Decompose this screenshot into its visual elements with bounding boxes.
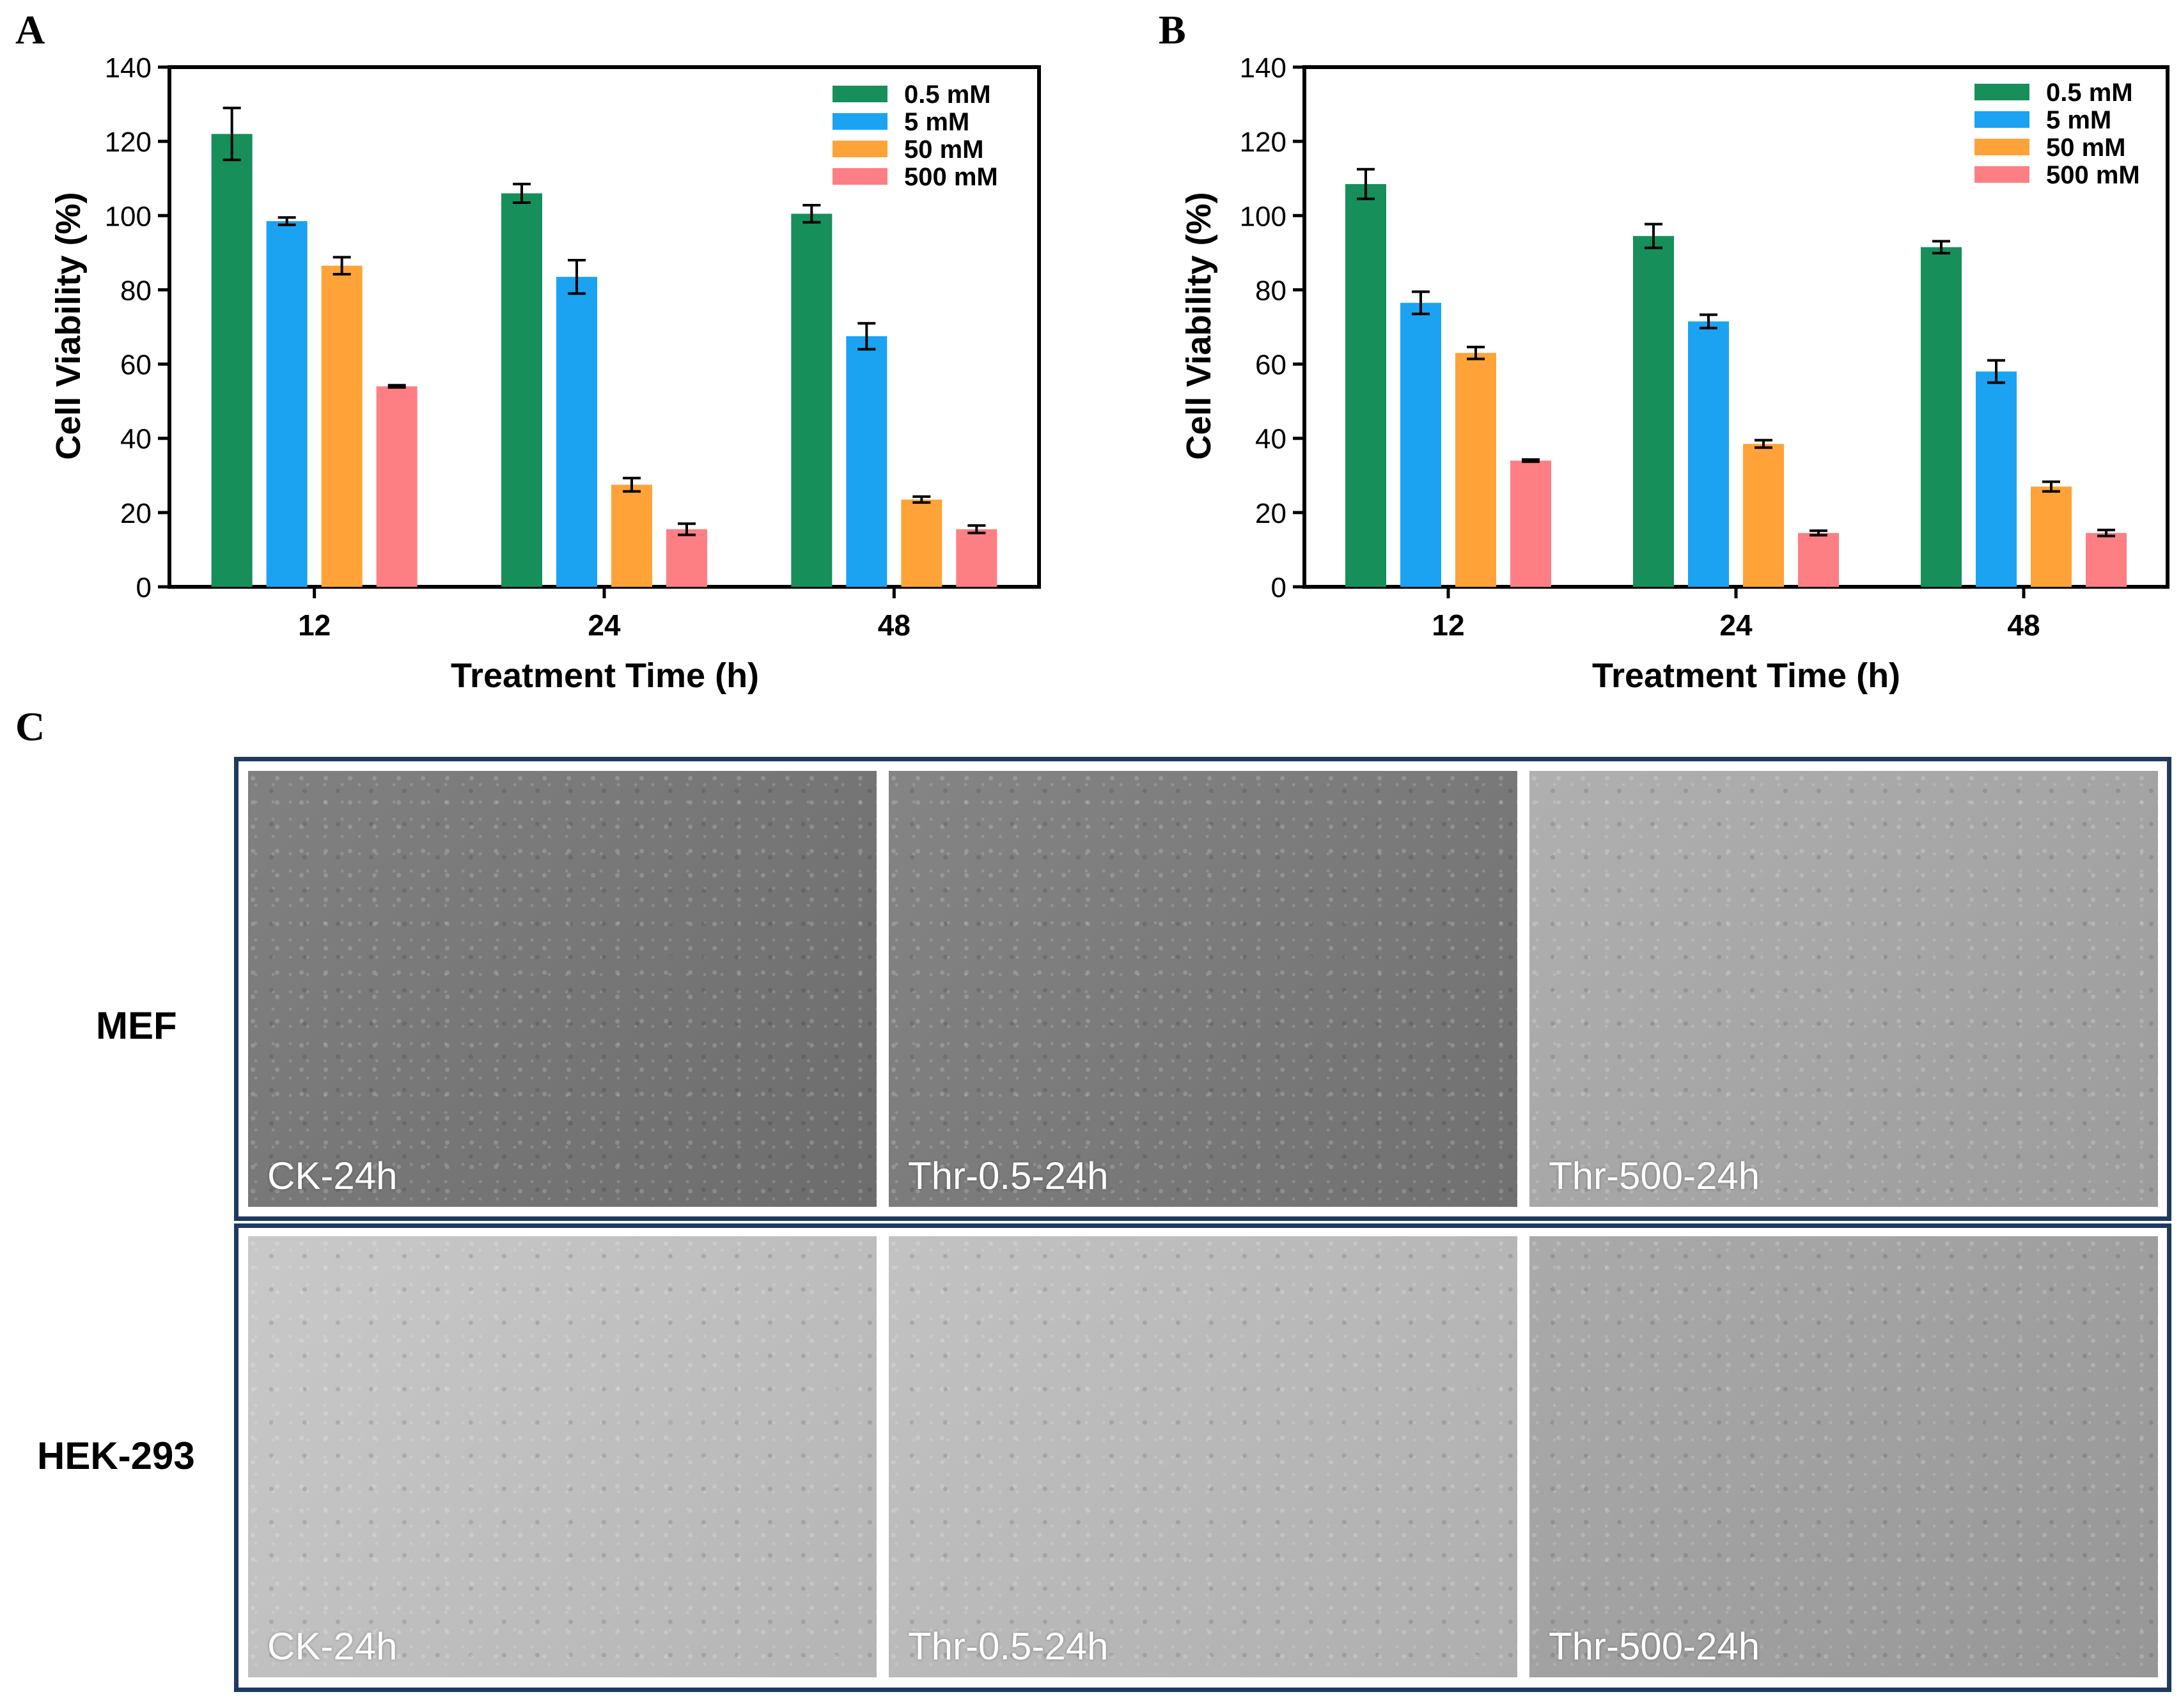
y-tick-label: 140 [1240,52,1286,84]
row-label-mef: MEF [96,1004,177,1047]
hek293-frame [234,1223,2171,1692]
legend-swatch [1974,139,2029,155]
bar [1743,444,1784,587]
bar [1455,353,1496,587]
micrograph-hek293-thr-500: Thr-500-24h [1529,1236,2158,1677]
legend-label: 5 mM [904,108,969,136]
legend-label: 0.5 mM [904,81,991,109]
panel-letter-b: B [1159,7,1186,52]
bar [1400,302,1441,587]
y-tick-label: 80 [1255,275,1286,306]
legend-label: 50 mM [2046,134,2126,162]
bar [611,485,652,587]
y-tick-label: 20 [120,498,152,529]
y-tick-label: 0 [136,572,152,603]
bar [321,265,363,587]
x-tick-label: 48 [878,609,911,642]
y-tick-label: 0 [1271,572,1286,603]
y-tick-label: 80 [120,275,152,306]
legend-swatch [833,86,887,102]
bar [1633,236,1674,587]
micrograph-texture [248,1236,877,1677]
legend-label: 50 mM [904,136,984,164]
bar [211,134,253,587]
y-tick-label: 60 [120,350,152,381]
micrograph-caption: Thr-500-24h [1549,1625,1760,1668]
micrograph-hek293-ck: CK-24h [248,1236,877,1677]
x-tick-label: 48 [2007,609,2040,642]
bar [791,214,833,587]
y-tick-label: 40 [120,424,152,455]
legend-swatch [833,168,887,185]
legend-swatch [1974,84,2029,100]
micrograph-hek293-thr-0-5: Thr-0.5-24h [889,1236,1517,1677]
y-tick-label: 120 [105,127,152,158]
bar [901,499,942,587]
bar [1798,532,1839,587]
bar [376,386,418,587]
micrograph-texture [1529,1236,2158,1677]
bar [2086,532,2127,587]
mef-frame [234,757,2171,1221]
bar [956,529,997,587]
x-tick-label: 12 [1432,609,1464,642]
bar [1345,183,1386,587]
bar [666,529,707,587]
bar [1921,247,1962,587]
bar [2031,486,2072,587]
micrograph-texture [889,771,1517,1207]
legend-swatch [833,141,887,157]
micrograph-mef-thr-0-5: Thr-0.5-24h [889,771,1517,1207]
y-tick-label: 40 [1255,424,1286,455]
bar [1976,371,2017,587]
x-axis-label: Treatment Time (h) [451,656,759,695]
y-tick-label: 140 [105,52,152,84]
legend-swatch [1974,166,2029,183]
panel-letter-a: A [15,7,45,52]
y-tick-label: 20 [1255,498,1286,529]
x-tick-label: 12 [298,609,331,642]
micrograph-caption: Thr-500-24h [1549,1154,1760,1197]
x-tick-label: 24 [588,609,621,642]
bar [846,336,887,587]
micrograph-texture [248,771,877,1207]
bar [1688,321,1729,587]
bar [266,221,308,587]
x-tick-label: 24 [1719,609,1753,642]
bar [1510,460,1551,587]
y-tick-label: 100 [105,201,152,232]
y-tick-label: 120 [1240,127,1286,158]
y-axis-label: Cell Viability (%) [49,192,88,460]
micrograph-texture [889,1236,1517,1677]
bar [556,277,597,587]
bar [501,193,542,587]
legend-label: 500 mM [2046,161,2140,189]
y-tick-label: 60 [1255,350,1286,381]
legend-swatch [1974,111,2029,128]
micrograph-texture [1529,771,2158,1207]
legend-swatch [833,113,887,130]
x-axis-label: Treatment Time (h) [1592,656,1900,695]
legend-label: 500 mM [904,163,998,191]
micrograph-mef-thr-500: Thr-500-24h [1529,771,2158,1207]
micrograph-caption: CK-24h [267,1154,398,1197]
row-label-hek293: HEK-293 [37,1434,195,1477]
panel-letter-c: C [15,704,45,749]
legend-label: 0.5 mM [2046,79,2133,107]
micrograph-caption: Thr-0.5-24h [908,1154,1109,1197]
y-axis-label: Cell Viability (%) [1180,192,1218,460]
y-tick-label: 100 [1240,201,1286,232]
legend-label: 5 mM [2046,106,2111,134]
micrograph-mef-ck: CK-24h [248,771,877,1207]
micrograph-caption: Thr-0.5-24h [908,1625,1109,1668]
micrograph-caption: CK-24h [267,1625,398,1668]
